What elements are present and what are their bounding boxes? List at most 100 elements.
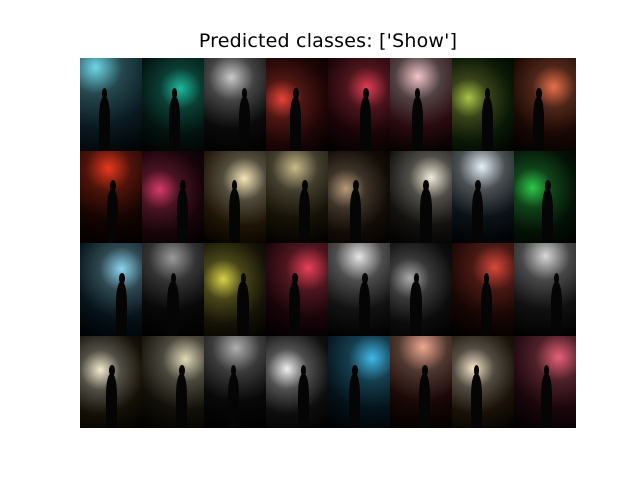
stage-light-glow <box>452 335 514 428</box>
concert-photo-tile <box>80 243 142 336</box>
figure-title: Predicted classes: ['Show'] <box>198 30 458 52</box>
performer-silhouette <box>297 374 309 428</box>
concert-photo-tile <box>452 243 514 336</box>
performer-silhouette <box>359 281 371 336</box>
concert-photo-tile <box>142 150 204 243</box>
performer-silhouette <box>176 374 188 428</box>
performer-silhouette <box>98 96 110 151</box>
performer-head <box>171 87 178 99</box>
performer-head <box>240 272 247 284</box>
performer-head <box>362 272 368 284</box>
performer-head <box>483 272 490 284</box>
performer-head <box>230 365 237 377</box>
performer-silhouette <box>419 374 431 428</box>
performer-head <box>170 272 177 284</box>
performer-silhouette <box>107 189 119 243</box>
performer-head <box>119 272 125 284</box>
concert-photo-tile <box>142 335 204 428</box>
performer-silhouette <box>411 96 423 151</box>
performer-head <box>413 272 420 284</box>
concert-photo-tile <box>452 150 514 243</box>
performer-head <box>180 180 187 192</box>
performer-head <box>363 87 369 99</box>
performer-head <box>473 365 480 377</box>
stage-light-glow <box>266 335 328 428</box>
concert-photo-tile <box>266 58 328 151</box>
performer-silhouette <box>168 96 180 151</box>
stage-light-glow <box>80 58 142 151</box>
stage-light-glow <box>142 150 204 243</box>
performer-head <box>293 87 299 99</box>
performer-silhouette <box>533 96 545 151</box>
performer-head <box>353 180 359 192</box>
performer-silhouette <box>480 281 492 336</box>
concert-photo-tile <box>266 335 328 428</box>
concert-photo-tile <box>204 335 266 428</box>
performer-head <box>231 180 238 192</box>
performer-silhouette <box>228 189 240 243</box>
performer-silhouette <box>227 374 239 428</box>
performer-silhouette <box>410 281 422 336</box>
stage-light-glow <box>452 150 514 243</box>
concert-photo-tile <box>142 243 204 336</box>
concert-photo-tile <box>390 243 452 336</box>
performer-silhouette <box>541 189 554 243</box>
performer-head <box>536 87 542 99</box>
performer-silhouette <box>177 189 189 243</box>
performer-head <box>352 365 358 377</box>
concert-photo-tile <box>266 150 328 243</box>
stage-light-glow <box>514 243 576 336</box>
concert-photo-tile <box>514 58 576 151</box>
performer-head <box>414 87 421 99</box>
concert-photo-tile <box>204 243 266 336</box>
concert-photo-tile <box>266 243 328 336</box>
performer-head <box>545 180 551 192</box>
performer-silhouette <box>106 374 118 428</box>
performer-head <box>422 365 428 377</box>
concert-photo-tile <box>452 335 514 428</box>
performer-head <box>553 272 560 284</box>
performer-silhouette <box>471 189 483 243</box>
stage-light-glow <box>80 243 142 336</box>
concert-photo-tile <box>514 335 576 428</box>
performer-head <box>543 365 550 377</box>
performer-head <box>484 87 491 99</box>
stage-light-glow <box>514 58 576 151</box>
performer-head <box>292 272 298 284</box>
performer-silhouette <box>288 281 301 336</box>
performer-head <box>101 87 108 99</box>
performer-head <box>474 180 481 192</box>
concert-photo-tile <box>514 150 576 243</box>
performer-head <box>109 365 115 377</box>
stage-light-glow <box>204 243 266 336</box>
concert-photo-tile <box>80 150 142 243</box>
image-grid <box>80 58 576 428</box>
performer-silhouette <box>470 374 482 428</box>
concert-photo-tile <box>390 335 452 428</box>
stage-light-glow <box>142 335 204 428</box>
performer-silhouette <box>290 96 302 151</box>
performer-silhouette <box>550 281 562 336</box>
concert-photo-tile <box>204 150 266 243</box>
performer-silhouette <box>115 281 128 336</box>
performer-head <box>301 180 308 192</box>
concert-photo-tile <box>204 58 266 151</box>
performer-head <box>300 365 307 377</box>
performer-silhouette <box>237 281 249 336</box>
concert-photo-tile <box>328 150 390 243</box>
performer-silhouette <box>349 374 361 428</box>
stage-light-glow <box>328 58 390 151</box>
performer-head <box>110 180 116 192</box>
performer-silhouette <box>350 189 362 243</box>
performer-silhouette <box>420 189 432 243</box>
performer-head <box>241 87 248 99</box>
performer-silhouette <box>360 96 372 151</box>
performer-silhouette <box>167 281 179 336</box>
concert-photo-tile <box>80 58 142 151</box>
stage-light-glow <box>266 150 328 243</box>
concert-photo-tile <box>328 335 390 428</box>
performer-silhouette <box>481 96 493 151</box>
concert-photo-tile <box>328 58 390 151</box>
concert-photo-tile <box>390 58 452 151</box>
concert-photo-tile <box>452 58 514 151</box>
